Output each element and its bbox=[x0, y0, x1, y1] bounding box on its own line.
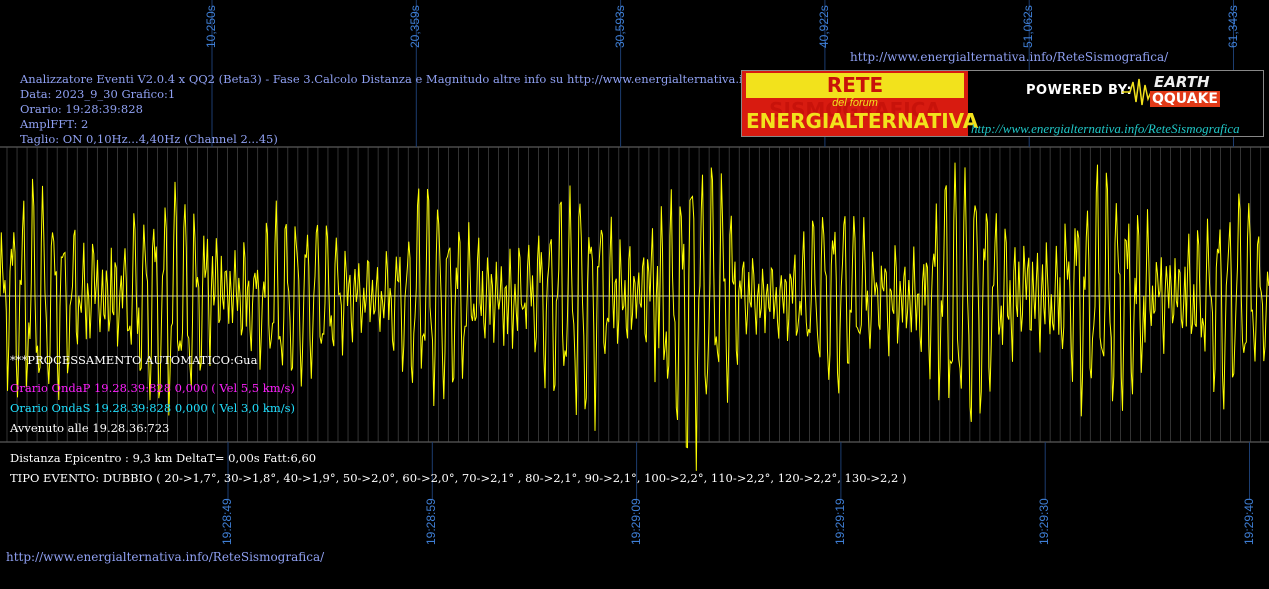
bottom-tick-label: 19:29:09 bbox=[628, 498, 643, 545]
top-tick-label: 30,593s bbox=[612, 5, 627, 48]
seismic-trace-line bbox=[0, 162, 1269, 471]
epicenter-distance: Distanza Epicentro : 9,3 km DeltaT= 0,00… bbox=[10, 451, 317, 465]
bottom-tick-label: 19:28:59 bbox=[424, 498, 439, 545]
analyzer-title: Analizzatore Eventi V2.0.4 x QQ2 (Beta3)… bbox=[20, 72, 821, 86]
bottom-tick-label: 19:29:40 bbox=[1241, 498, 1256, 545]
top-tick-label: 40,922s bbox=[816, 5, 831, 48]
event-type: TIPO EVENTO: DUBBIO ( 20->1,7°, 30->1,8°… bbox=[10, 471, 907, 485]
auto-processing-label: ***PROCESSAMENTO AUTOMATICO:Gua bbox=[10, 353, 258, 367]
top-url-link[interactable]: http://www.energialternativa.info/ReteSi… bbox=[850, 50, 1169, 64]
seismic-wave-icon bbox=[1122, 78, 1162, 106]
date-info: Data: 2023_9_30 Grafico:1 bbox=[20, 87, 176, 101]
earth-text: EARTH bbox=[1154, 73, 1210, 91]
chart-grid bbox=[0, 0, 1269, 500]
rete-sismografica-logo: RETE SISMOGRAFICA del forum ENERGIALTERN… bbox=[741, 70, 1264, 137]
top-tick-label: 61,343s bbox=[1225, 5, 1240, 48]
powered-by-label: POWERED BY: bbox=[1026, 83, 1133, 98]
ampl-info: AmplFFT: 2 bbox=[20, 117, 89, 131]
top-tick-label: 10,250s bbox=[204, 5, 218, 48]
logo-energ-text: ENERGIALTERNATIVA bbox=[746, 109, 979, 133]
waveform-trace bbox=[0, 162, 1269, 471]
bottom-tick-label: 19:29:19 bbox=[832, 498, 847, 545]
event-time: Avvenuto alle 19.28.36:723 bbox=[10, 421, 170, 435]
bottom-url-link[interactable]: http://www.energialternativa.info/ReteSi… bbox=[6, 550, 325, 564]
s-wave-time: Orario OndaS 19.28.39:828 0,000 ( Vel 3,… bbox=[10, 401, 296, 415]
time-info: Orario: 19:28:39:828 bbox=[20, 102, 143, 116]
top-tick-label: 51,062s bbox=[1021, 5, 1036, 48]
quake-text: QQUAKE bbox=[1150, 91, 1220, 107]
bottom-tick-label: 19:28:49 bbox=[220, 498, 234, 545]
logo-url[interactable]: http://www.energialternativa.info/ReteSi… bbox=[971, 121, 1240, 136]
logo-rete-text: RETE SISMOGRAFICA bbox=[746, 73, 964, 122]
filter-info: Taglio: ON 0,10Hz...4,40Hz (Channel 2...… bbox=[20, 132, 278, 146]
p-wave-time: Orario OndaP 19.28.39:828 0,000 ( Vel 5,… bbox=[10, 381, 295, 395]
logo-forum-text: del forum bbox=[832, 97, 878, 109]
top-tick-label: 20,359s bbox=[408, 5, 423, 48]
bottom-tick-label: 19:29:30 bbox=[1037, 498, 1052, 545]
